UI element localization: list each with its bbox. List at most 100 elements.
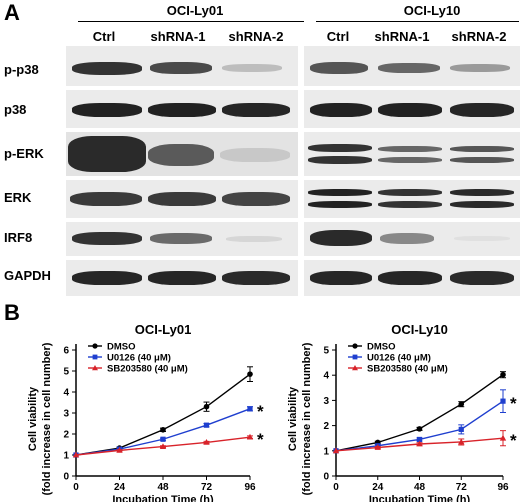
data-point-triangle — [416, 440, 423, 447]
blot-irf8-ly10 — [304, 222, 520, 256]
data-point-triangle — [116, 446, 123, 453]
data-point-triangle — [159, 443, 167, 449]
cell-line-header-right: OCI-Ly10 — [403, 3, 461, 18]
chart-oci-ly01: OCI-Ly01 0 1 2 3 4 5 6 0 24 48 72 96 Incubation Time … — [27, 322, 264, 502]
data-point-triangle — [458, 438, 465, 445]
band — [310, 62, 368, 74]
band — [148, 103, 216, 117]
band — [70, 192, 142, 206]
y-tick-label: 5 — [63, 367, 69, 378]
x-axis-label: Incubation Time (h) — [369, 494, 471, 502]
y-tick-label: 0 — [63, 472, 69, 483]
data-point-circle — [203, 403, 210, 410]
band — [378, 103, 442, 117]
band — [222, 103, 290, 117]
band — [72, 271, 142, 285]
blot-p38-ly01 — [66, 90, 298, 128]
significance-star: * — [510, 394, 517, 413]
data-point-circle — [160, 427, 166, 433]
band — [68, 136, 146, 172]
band — [72, 103, 142, 117]
data-point-circle — [500, 371, 506, 378]
band — [378, 157, 442, 163]
legend-marker-square — [92, 354, 98, 360]
band — [310, 230, 372, 246]
y-axis-label-2: (fold increase in cell number) — [41, 342, 53, 495]
band — [150, 233, 212, 244]
row-label-p38: p38 — [4, 102, 27, 117]
band — [222, 271, 290, 285]
legend-marker-circle — [92, 343, 98, 349]
band — [450, 271, 514, 285]
blot-p-p38-ly10 — [304, 46, 520, 86]
chart-title: OCI-Ly01 — [135, 322, 192, 337]
row-label-p-erk: p-ERK — [4, 146, 44, 161]
data-point-circle — [247, 371, 253, 377]
cell-line-header-left: OCI-Ly01 — [166, 3, 224, 18]
y-axis-label-2: (fold increase in cell number) — [301, 342, 313, 495]
blot-irf8-ly01 — [66, 222, 298, 256]
band — [226, 236, 282, 242]
band — [454, 236, 510, 241]
legend-label: U0126 (40 μM) — [107, 353, 171, 364]
data-point-square — [247, 406, 253, 412]
band — [310, 103, 372, 117]
data-point-square — [500, 398, 506, 404]
legend-label: DMSO — [107, 342, 136, 353]
band — [150, 62, 212, 74]
x-tick-label: 0 — [73, 482, 79, 493]
bracket-left — [78, 21, 304, 22]
data-point-square — [458, 426, 464, 432]
y-tick-label: 1 — [323, 446, 329, 457]
x-tick-label: 96 — [497, 482, 509, 493]
legend-marker-circle — [352, 343, 358, 349]
legend-marker-triangle — [352, 365, 358, 371]
y-tick-label: 2 — [323, 421, 329, 432]
row-label-irf8: IRF8 — [4, 230, 33, 245]
data-point-triangle — [332, 447, 340, 454]
data-point-triangle — [246, 433, 254, 440]
y-tick-label: 4 — [323, 371, 329, 382]
band — [378, 63, 440, 73]
band — [220, 148, 290, 162]
y-tick-label: 1 — [63, 451, 69, 462]
data-point-square — [160, 436, 166, 442]
legend-label: SB203580 (40 μM) — [107, 364, 188, 375]
blot-erk-ly01 — [66, 180, 298, 218]
y-tick-label: 0 — [323, 472, 329, 483]
panel-a-letter: A — [4, 0, 20, 25]
lane-label-shrna1-left: shRNA-1 — [150, 29, 206, 44]
band — [450, 64, 510, 72]
bracket-right — [316, 21, 519, 22]
y-axis-label: Cell viability — [27, 386, 39, 451]
band — [450, 201, 514, 208]
band — [222, 192, 290, 206]
data-point-square — [203, 422, 210, 428]
x-tick-label: 72 — [201, 482, 213, 493]
blot-gapdh-ly10 — [304, 260, 520, 296]
band — [378, 146, 442, 152]
x-tick-label: 96 — [244, 482, 256, 493]
y-tick-label: 5 — [323, 346, 329, 357]
row-label-gapdh: GAPDH — [4, 268, 51, 283]
blot-p-erk-ly01 — [66, 132, 298, 176]
band — [308, 156, 372, 164]
band — [378, 189, 442, 196]
chart-title: OCI-Ly10 — [391, 322, 448, 337]
x-tick-label: 24 — [114, 482, 126, 493]
legend-label: U0126 (40 μM) — [367, 353, 431, 364]
series-line-circle — [75, 373, 251, 456]
y-tick-label: 2 — [63, 430, 69, 441]
blot-p-erk-ly10 — [304, 132, 520, 176]
band — [308, 189, 372, 196]
lane-label-shrna2-right: shRNA-2 — [451, 29, 507, 44]
lane-label-shrna1-right: shRNA-1 — [374, 29, 430, 44]
y-tick-label: 4 — [63, 388, 69, 399]
x-tick-label: 48 — [157, 482, 169, 493]
band — [380, 233, 434, 244]
blot-p38-ly10 — [304, 90, 520, 128]
significance-star: * — [510, 431, 517, 450]
band — [378, 271, 442, 285]
data-point-triangle — [374, 444, 381, 450]
data-point-triangle — [499, 434, 507, 441]
